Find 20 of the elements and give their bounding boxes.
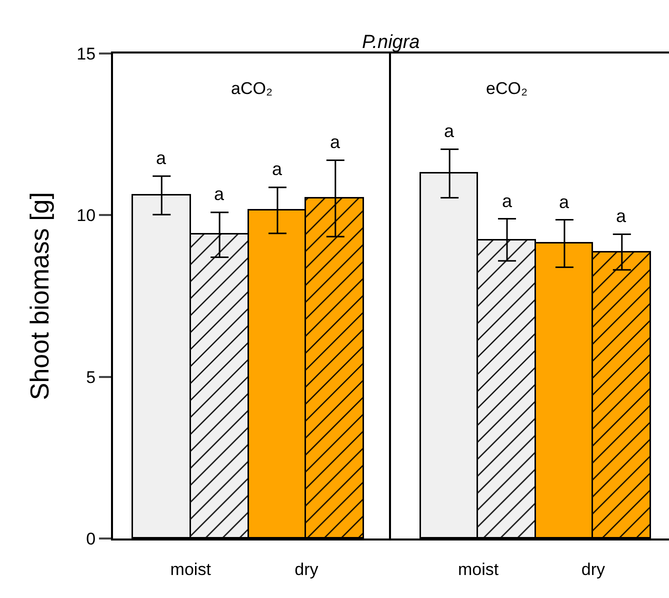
data-label: a (616, 206, 627, 226)
text: aCO₂ (231, 79, 273, 98)
x-tick-label: dry (294, 560, 319, 580)
data-label: a (156, 148, 167, 168)
y-tick-label: 5 (86, 368, 96, 387)
chart-title: P.nigra (362, 32, 420, 53)
data-label: a (444, 121, 455, 141)
x-tick-label: moist (170, 560, 212, 580)
data-label: a (559, 192, 570, 212)
y-tick-label: 0 (86, 530, 96, 549)
data-label: a (330, 132, 341, 152)
x-tick-label: dry (581, 560, 606, 580)
data-label: a (272, 159, 283, 179)
data-label: a (214, 184, 225, 204)
y-tick-label: 10 (76, 206, 96, 226)
text: eCO₂ (486, 79, 528, 98)
y-tick-label: 15 (76, 44, 96, 64)
x-tick-label: moist (458, 560, 499, 580)
data-label: a (502, 191, 513, 211)
y-axis-title: Shoot biomass [g] (24, 192, 55, 400)
